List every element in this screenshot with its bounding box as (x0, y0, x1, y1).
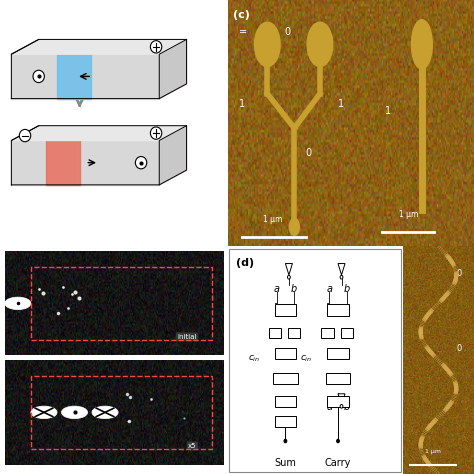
Bar (328, 348, 348, 358)
Circle shape (340, 404, 343, 408)
Circle shape (62, 406, 88, 419)
Circle shape (307, 22, 333, 66)
Polygon shape (11, 54, 159, 99)
Text: $a$: $a$ (326, 402, 333, 412)
Polygon shape (338, 394, 345, 404)
Bar (321, 328, 334, 338)
Text: Sum: Sum (274, 457, 296, 468)
Bar (288, 328, 301, 338)
Text: 1 μm: 1 μm (399, 210, 418, 219)
Circle shape (19, 129, 31, 142)
Polygon shape (46, 140, 80, 185)
Bar (31, 376, 212, 449)
Text: initial: initial (177, 334, 197, 340)
Circle shape (136, 156, 147, 169)
Bar (273, 373, 298, 384)
Text: Carry: Carry (325, 457, 351, 468)
Text: 1 μm: 1 μm (264, 215, 283, 224)
Text: 0: 0 (284, 27, 291, 37)
Circle shape (92, 406, 118, 419)
Polygon shape (338, 264, 345, 275)
Bar (328, 395, 348, 407)
Text: 0: 0 (456, 269, 462, 278)
Bar (328, 304, 348, 317)
Text: 1 μm: 1 μm (425, 448, 441, 454)
Polygon shape (159, 126, 187, 185)
Polygon shape (11, 140, 159, 185)
Bar (31, 267, 212, 340)
Polygon shape (285, 264, 292, 275)
Text: =: = (239, 27, 247, 37)
Text: 0: 0 (306, 148, 312, 158)
Bar (275, 304, 296, 317)
Bar (275, 395, 296, 407)
Bar (269, 328, 281, 338)
Circle shape (284, 439, 287, 443)
Polygon shape (11, 126, 187, 140)
Text: $b$: $b$ (343, 282, 351, 294)
Text: 1: 1 (338, 99, 345, 109)
Bar (275, 416, 296, 428)
Text: $c_{in}$: $c_{in}$ (301, 353, 312, 364)
Bar (275, 348, 296, 358)
Text: (d): (d) (236, 258, 255, 268)
Circle shape (150, 41, 162, 53)
Polygon shape (11, 39, 187, 54)
Text: x5: x5 (188, 443, 197, 449)
Text: 1: 1 (385, 106, 392, 116)
Text: 1: 1 (239, 99, 245, 109)
Circle shape (288, 275, 290, 279)
Text: 0: 0 (456, 345, 462, 353)
Polygon shape (57, 54, 91, 99)
Bar (341, 328, 353, 338)
Circle shape (31, 406, 57, 419)
Polygon shape (11, 170, 187, 185)
Text: $b$: $b$ (343, 401, 351, 412)
Circle shape (33, 70, 45, 82)
Polygon shape (159, 39, 187, 99)
Text: $b$: $b$ (290, 282, 298, 294)
Circle shape (5, 297, 31, 310)
Circle shape (255, 22, 280, 66)
Text: $a$: $a$ (326, 284, 333, 294)
Polygon shape (11, 84, 187, 99)
Bar (326, 373, 350, 384)
Text: $a$: $a$ (273, 284, 280, 294)
Text: (c): (c) (233, 10, 250, 20)
Circle shape (411, 20, 432, 69)
Circle shape (337, 439, 339, 443)
Circle shape (340, 275, 343, 279)
Circle shape (289, 218, 299, 236)
Circle shape (150, 127, 162, 139)
Text: $c_{in}$: $c_{in}$ (248, 353, 260, 364)
